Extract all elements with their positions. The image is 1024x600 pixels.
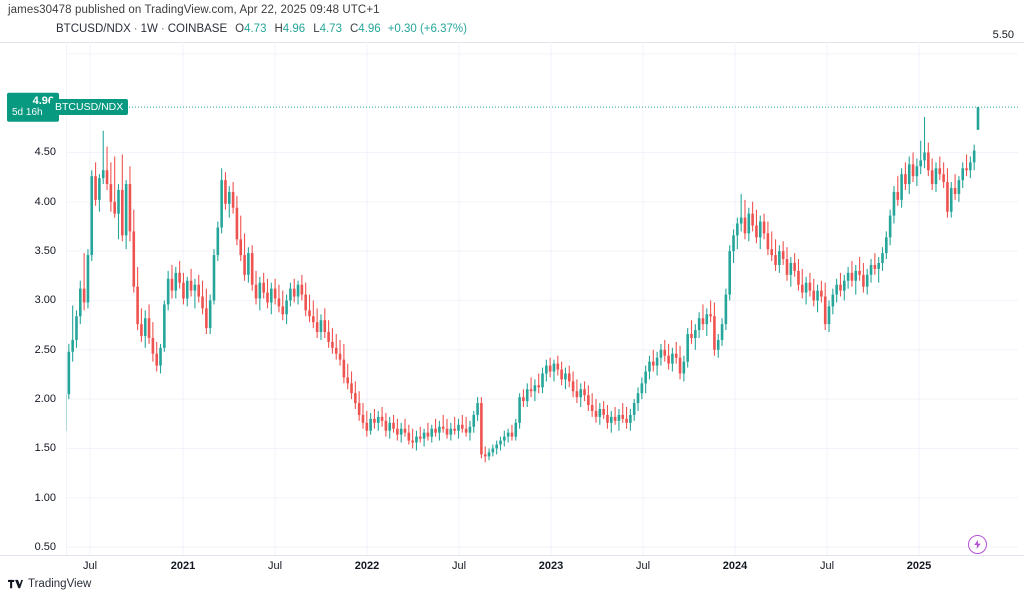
chart-pane[interactable]	[0, 42, 1024, 555]
legend-interval[interactable]: 1W	[140, 23, 158, 35]
time-tick: 2023	[538, 560, 564, 572]
time-tick: Jul	[82, 560, 98, 572]
legend-open-key: O	[235, 23, 245, 35]
price-tick: 1.50	[34, 442, 56, 455]
attribution-text: james30478 published on TradingView.com,…	[8, 4, 380, 16]
legend-separator-2: ·	[160, 23, 165, 35]
price-tick: 4.00	[34, 195, 56, 208]
chart-legend[interactable]: BTCUSD/NDX · 1W · COINBASE O4.73 H4.96 L…	[56, 23, 467, 35]
legend-open-value: 4.73	[244, 23, 267, 35]
legend-high: H4.96	[274, 23, 305, 35]
legend-separator-1: ·	[133, 23, 138, 35]
tradingview-logo-icon	[8, 579, 23, 588]
price-tick: 2.00	[34, 393, 56, 406]
chart-svg	[66, 42, 1018, 555]
price-axis[interactable]: 0.50 1.00 1.50 2.00 2.50 3.00 3.50 4.00 4.50	[0, 42, 66, 555]
time-tick: Jul	[819, 560, 835, 572]
time-tick: Jul	[635, 560, 651, 572]
price-tick: 3.00	[34, 294, 56, 307]
tradingview-brand-label: TradingView	[28, 578, 92, 590]
tradingview-footer: TradingView	[8, 578, 91, 590]
legend-exchange: COINBASE	[167, 23, 228, 35]
time-axis[interactable]: Jul 2021 Jul 2022 Jul 2023 Jul 2024 Jul 2025	[0, 556, 1024, 578]
legend-low-key: L	[313, 23, 320, 35]
time-tick: 2024	[722, 560, 748, 572]
price-tick: 3.50	[34, 245, 56, 258]
legend-low-value: 4.73	[319, 23, 342, 35]
time-tick: 2021	[170, 560, 196, 572]
legend-close: C4.96	[350, 23, 381, 35]
legend-symbol[interactable]: BTCUSD/NDX	[56, 23, 131, 35]
legend-close-key: C	[349, 23, 359, 35]
time-tick: 2025	[906, 560, 932, 572]
time-tick: Jul	[267, 560, 283, 572]
legend-high-value: 4.96	[282, 23, 306, 35]
current-price-value: 4.96	[32, 94, 54, 107]
legend-close-value: 4.96	[358, 23, 381, 35]
legend-high-key: H	[274, 23, 283, 35]
legend-open: O4.73	[235, 23, 266, 35]
lightning-bolt-icon[interactable]	[968, 535, 987, 554]
price-tick: 4.50	[34, 146, 56, 159]
current-price-badge: 4.96 5d 16h	[7, 92, 59, 122]
price-tick: 1.00	[34, 491, 56, 504]
header-divider	[0, 42, 1024, 43]
legend-low: L4.73	[313, 23, 342, 35]
price-tick: 0.50	[34, 541, 56, 554]
series-name-tag: BTCUSD/NDX	[50, 99, 129, 116]
time-tick: Jul	[451, 560, 467, 572]
price-tick: 2.50	[34, 343, 56, 356]
price-tick-top: 5.50	[992, 29, 1014, 41]
candlestick-plot[interactable]	[66, 42, 1018, 555]
time-tick: 2022	[354, 560, 380, 572]
legend-change: +0.30 (+6.37%)	[387, 23, 467, 35]
bar-countdown: 5d 16h	[12, 107, 43, 119]
price-axis-divider	[66, 42, 67, 555]
time-axis-divider	[0, 555, 1024, 556]
